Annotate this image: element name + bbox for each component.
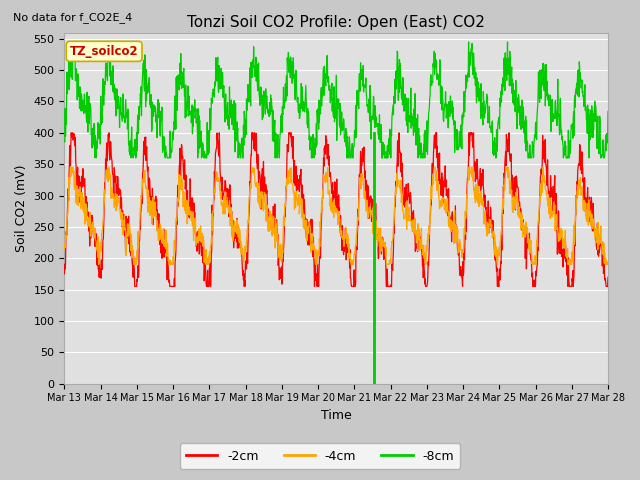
Text: No data for f_CO2E_4: No data for f_CO2E_4 [13, 12, 132, 23]
Title: Tonzi Soil CO2 Profile: Open (East) CO2: Tonzi Soil CO2 Profile: Open (East) CO2 [188, 15, 485, 30]
X-axis label: Time: Time [321, 409, 351, 422]
Y-axis label: Soil CO2 (mV): Soil CO2 (mV) [15, 164, 28, 252]
Text: TZ_soilco2: TZ_soilco2 [70, 45, 138, 58]
Legend: -2cm, -4cm, -8cm: -2cm, -4cm, -8cm [180, 444, 460, 469]
